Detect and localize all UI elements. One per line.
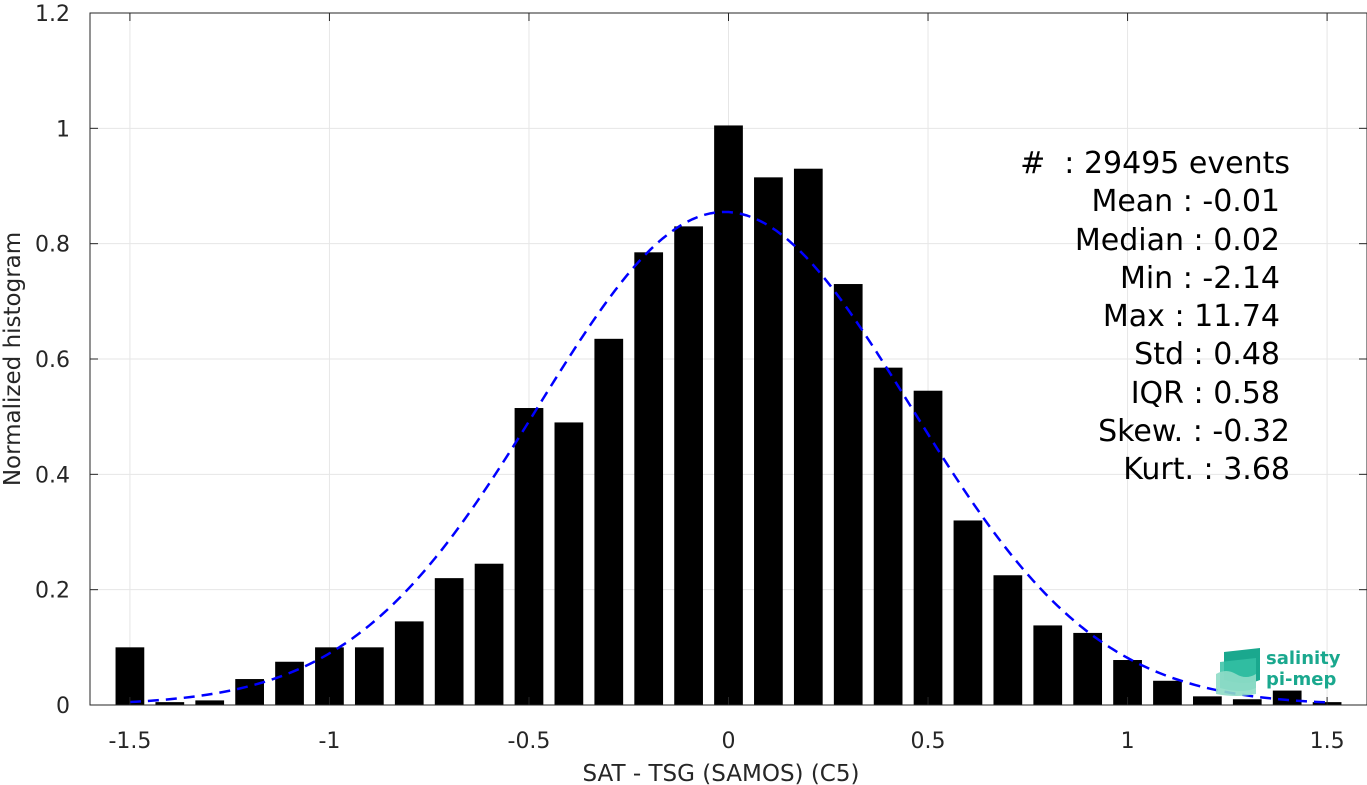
stat-events: # : 29495 events	[1020, 146, 1290, 181]
histogram-bar	[434, 578, 464, 705]
histogram-bar	[474, 563, 504, 705]
histogram-bar	[833, 284, 863, 705]
histogram-bar	[594, 338, 624, 705]
histogram-bar	[315, 647, 344, 705]
stat-iqr: IQR : 0.58	[1130, 375, 1280, 411]
y-tick-label: 0.6	[35, 348, 70, 373]
histogram-bar	[634, 252, 664, 706]
histogram-bar	[115, 647, 145, 705]
stat-median: Median : 0.02	[1074, 222, 1280, 258]
histogram-bars	[115, 125, 1342, 706]
histogram-bar	[953, 520, 983, 705]
logo-line-2: pi-mep	[1266, 669, 1337, 690]
y-tick-label: 0.2	[35, 579, 70, 604]
x-tick-label: 0.5	[911, 729, 946, 754]
histogram-bar	[1073, 632, 1103, 705]
histogram-bar	[714, 125, 743, 705]
x-axis-ticks: -1.5 -1 -0.5 0 0.5 1 1.5	[108, 13, 1345, 754]
histogram-bar	[1153, 680, 1182, 705]
stat-mean: Mean : -0.01	[1091, 184, 1280, 220]
gaussian-fit-curve	[129, 210, 1328, 704]
stat-min: Min : -2.14	[1119, 260, 1280, 296]
salinity-pi-mep-logo: salinity pi-mep	[1216, 646, 1346, 698]
histogram-bar	[275, 661, 304, 705]
histogram-bar	[1193, 696, 1222, 705]
histogram-bar	[155, 702, 185, 705]
histogram-bar	[993, 575, 1023, 705]
histogram-bar	[674, 226, 703, 705]
wave-logo-icon	[1216, 648, 1260, 696]
x-tick-label: 1.5	[1310, 729, 1345, 754]
histogram-bar	[1272, 690, 1302, 705]
histogram-bar	[873, 367, 903, 705]
y-axis-ticks: 0 0.2 0.4 0.6 0.8 1 1.2	[35, 2, 1367, 719]
y-tick-label: 0.4	[35, 463, 70, 488]
histogram-bar	[514, 408, 544, 705]
histogram-bar	[554, 422, 584, 705]
histogram-bar	[354, 647, 384, 705]
x-tick-label: 0	[722, 729, 736, 754]
x-tick-label: -0.5	[508, 729, 551, 754]
x-tick-label: 1	[1121, 729, 1135, 754]
stat-max: Max : 11.74	[1102, 299, 1280, 335]
x-tick-label: -1.5	[108, 729, 151, 754]
x-tick-label: -1	[318, 729, 340, 754]
stat-kurt: Kurt. : 3.68	[1123, 452, 1290, 488]
y-axis-label: Normalized histogram	[0, 232, 26, 486]
y-tick-label: 1	[56, 117, 70, 142]
histogram-bar	[754, 177, 783, 706]
stat-std: Std : 0.48	[1134, 337, 1280, 373]
statistics-panel: # : 29495 events Mean : -0.01 Median : 0…	[940, 145, 1290, 490]
y-tick-label: 0	[56, 694, 70, 719]
histogram-bar	[1033, 625, 1063, 705]
y-tick-label: 0.8	[35, 233, 70, 258]
x-axis-label: SAT - TSG (SAMOS) (C5)	[583, 761, 860, 785]
histogram-bar	[793, 168, 823, 705]
histogram-bar	[195, 700, 225, 705]
histogram-bar	[394, 621, 424, 705]
histogram-bar	[1232, 699, 1262, 705]
y-tick-label: 1.2	[35, 2, 70, 27]
logo-text: salinity pi-mep	[1266, 648, 1341, 690]
stat-skew: Skew. : -0.32	[1098, 414, 1290, 450]
histogram-bar	[913, 390, 943, 705]
logo-line-1: salinity	[1266, 648, 1341, 669]
